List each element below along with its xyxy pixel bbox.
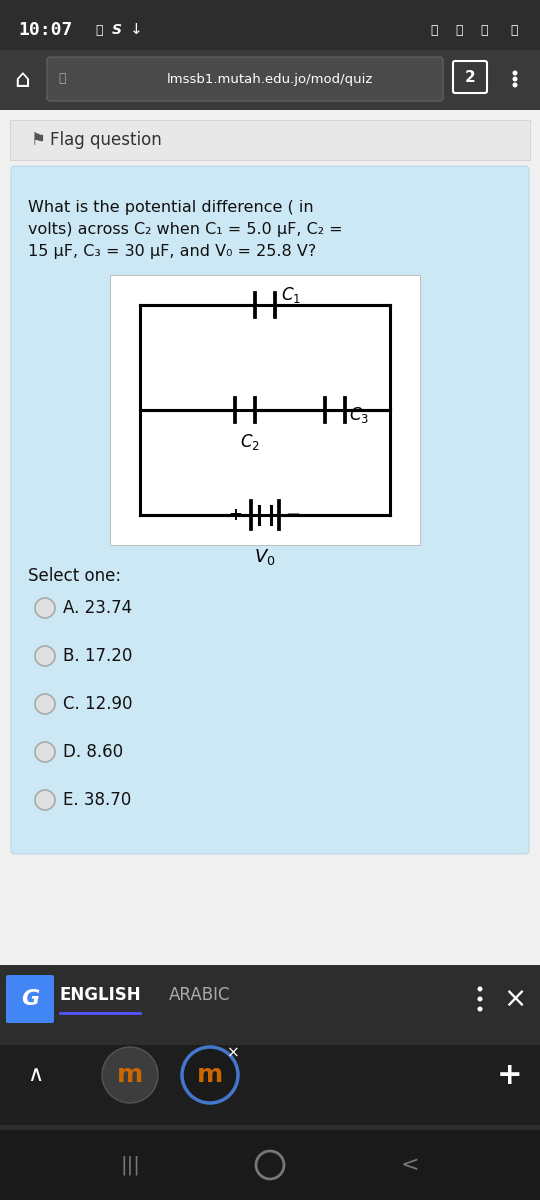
- Circle shape: [182, 1046, 238, 1103]
- Circle shape: [35, 790, 55, 810]
- Circle shape: [512, 71, 517, 76]
- Text: ARABIC: ARABIC: [169, 986, 231, 1004]
- Text: C. 12.90: C. 12.90: [63, 695, 132, 713]
- Text: 🔒: 🔒: [430, 24, 437, 36]
- FancyBboxPatch shape: [6, 974, 54, 1022]
- Text: B. 17.20: B. 17.20: [63, 647, 132, 665]
- Circle shape: [102, 1046, 158, 1103]
- Circle shape: [477, 1007, 483, 1012]
- Text: ×: ×: [227, 1045, 239, 1061]
- Circle shape: [477, 996, 483, 1002]
- Text: m: m: [197, 1063, 223, 1087]
- Circle shape: [35, 742, 55, 762]
- Text: ⚑: ⚑: [30, 131, 45, 149]
- Text: lmssb1.mutah.edu.jo/mod/quiz: lmssb1.mutah.edu.jo/mod/quiz: [167, 72, 373, 85]
- Text: ENGLISH: ENGLISH: [59, 986, 141, 1004]
- Text: ⌂: ⌂: [14, 68, 30, 92]
- Text: 2: 2: [464, 70, 475, 84]
- Circle shape: [35, 646, 55, 666]
- Text: $C_2$: $C_2$: [240, 432, 260, 452]
- FancyBboxPatch shape: [0, 1045, 540, 1126]
- Text: +: +: [497, 1061, 523, 1090]
- Circle shape: [512, 77, 517, 82]
- Text: G: G: [21, 989, 39, 1009]
- FancyBboxPatch shape: [0, 1130, 540, 1200]
- Text: $V_0$: $V_0$: [254, 547, 276, 566]
- Text: ∧: ∧: [27, 1066, 43, 1085]
- Text: ↓: ↓: [130, 23, 143, 37]
- Circle shape: [35, 694, 55, 714]
- Text: ×: ×: [503, 985, 526, 1013]
- FancyBboxPatch shape: [0, 965, 540, 1045]
- Text: −: −: [286, 506, 301, 524]
- Text: D. 8.60: D. 8.60: [63, 743, 123, 761]
- FancyBboxPatch shape: [10, 120, 530, 160]
- Text: $C_3$: $C_3$: [349, 404, 369, 425]
- Text: S: S: [112, 23, 122, 37]
- Text: |||: |||: [120, 1156, 140, 1175]
- Text: m: m: [117, 1063, 143, 1087]
- Text: What is the potential difference ( in: What is the potential difference ( in: [28, 200, 314, 215]
- FancyBboxPatch shape: [47, 56, 443, 101]
- FancyBboxPatch shape: [110, 275, 420, 545]
- FancyBboxPatch shape: [0, 50, 540, 110]
- Text: <: <: [401, 1154, 420, 1175]
- Text: Select one:: Select one:: [28, 566, 121, 584]
- Text: 📶: 📶: [480, 24, 488, 36]
- Circle shape: [512, 83, 517, 88]
- FancyBboxPatch shape: [0, 110, 540, 965]
- Text: 🔔: 🔔: [455, 24, 462, 36]
- FancyBboxPatch shape: [0, 0, 540, 50]
- Text: 10:07: 10:07: [18, 20, 72, 38]
- Text: 🔋: 🔋: [510, 24, 517, 36]
- Text: A. 23.74: A. 23.74: [63, 599, 132, 617]
- Text: volts) across C₂ when C₁ = 5.0 μF, C₂ =: volts) across C₂ when C₁ = 5.0 μF, C₂ =: [28, 222, 342, 236]
- Text: ⬜: ⬜: [95, 24, 103, 36]
- Text: 15 μF, C₃ = 30 μF, and V₀ = 25.8 V?: 15 μF, C₃ = 30 μF, and V₀ = 25.8 V?: [28, 244, 316, 259]
- Circle shape: [35, 598, 55, 618]
- Text: $C_1$: $C_1$: [281, 284, 301, 305]
- Text: E. 38.70: E. 38.70: [63, 791, 131, 809]
- Circle shape: [477, 986, 483, 991]
- Text: +: +: [228, 506, 242, 524]
- Text: Flag question: Flag question: [50, 131, 162, 149]
- FancyBboxPatch shape: [11, 166, 529, 854]
- Text: 🔒: 🔒: [58, 72, 65, 85]
